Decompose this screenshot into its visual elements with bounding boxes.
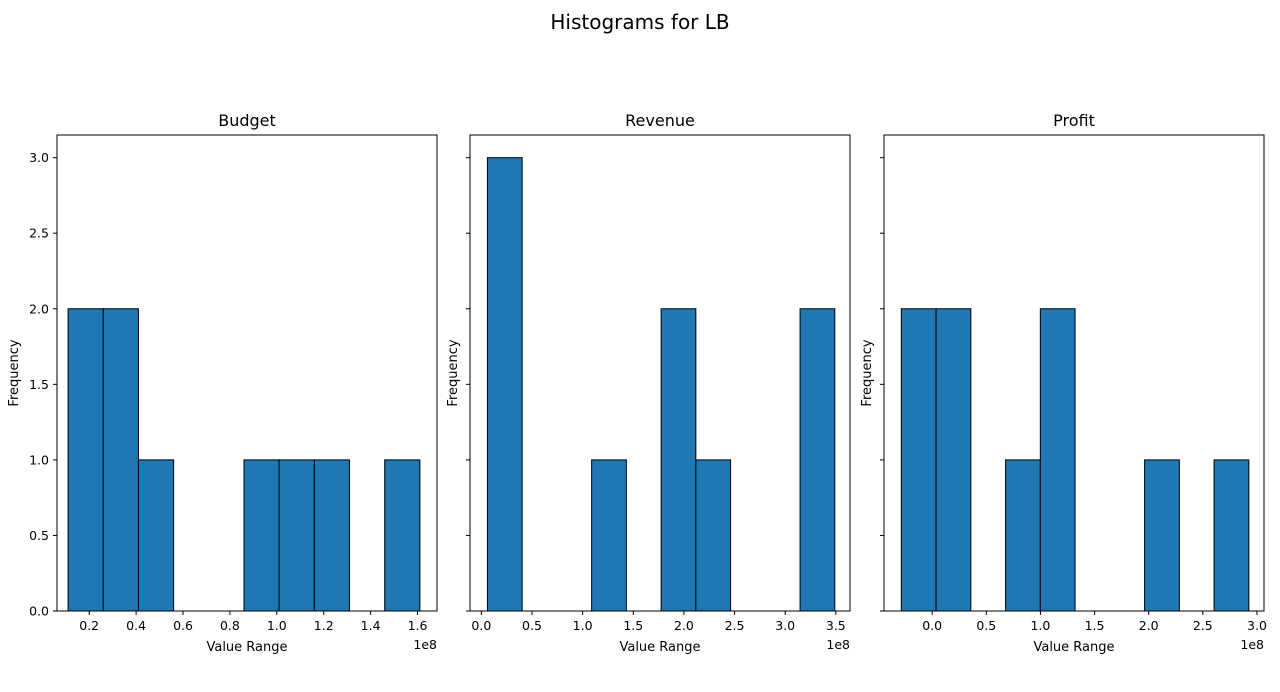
x-tick-label: 0.0 <box>471 618 491 633</box>
histogram-bar <box>799 308 836 612</box>
y-tick-label: 1.0 <box>29 452 49 467</box>
histogram-panel-3: 0.0 0.5 1.0 1.5 2.0 2.5 3.0 Profit Value Range Fr… <box>860 111 1267 655</box>
x-axis-label: Value Range <box>206 640 287 655</box>
histogram-bar <box>486 157 523 612</box>
x-tick-label: 0.0 <box>922 618 942 633</box>
axes-frame <box>883 134 1265 612</box>
histogram-bar <box>1039 308 1076 612</box>
x-tick-label: 1.4 <box>361 618 381 633</box>
x-axis-label: Value Range <box>619 640 700 655</box>
axes-frame <box>469 134 851 612</box>
x-tick-label: 1.2 <box>314 618 334 633</box>
x-offset-label: 1e8 <box>1240 637 1264 652</box>
histogram-bar <box>900 308 937 612</box>
x-tick-label: 1.0 <box>267 618 287 633</box>
x-tick-label: 1.0 <box>1030 618 1050 633</box>
panel-title: Profit <box>1053 111 1095 130</box>
x-tick-label: 0.8 <box>220 618 240 633</box>
panel-title: Budget <box>218 111 276 130</box>
x-tick-label: 1.5 <box>623 618 643 633</box>
y-tick-label: 0.5 <box>29 528 49 543</box>
x-tick-label: 2.5 <box>1193 618 1213 633</box>
x-tick-label: 0.5 <box>976 618 996 633</box>
y-tick-label: 2.5 <box>29 226 49 241</box>
histogram-panel-1: 0.2 0.4 0.6 0.8 1.0 1.2 1.4 1.6 0.0 0.5 1.0 1.5 2.0 2… <box>7 111 438 655</box>
histogram-bar <box>313 459 351 612</box>
x-tick-label: 2.5 <box>725 618 745 633</box>
x-tick-label: 0.5 <box>522 618 542 633</box>
x-tick-label: 2.0 <box>674 618 694 633</box>
histogram-bar <box>1213 459 1250 612</box>
x-tick-label: 1.0 <box>573 618 593 633</box>
y-tick-label: 3.0 <box>29 150 49 165</box>
x-offset-label: 1e8 <box>826 637 850 652</box>
x-tick-label: 1.6 <box>408 618 428 633</box>
y-axis-label: Frequency <box>7 339 22 406</box>
x-tick-label: 3.5 <box>826 618 846 633</box>
histogram-bar <box>384 459 421 612</box>
histogram-bar <box>243 459 280 612</box>
histogram-panel-2: 0.0 0.5 1.0 1.5 2.0 2.5 3.0 3.5 Revenue Value Ran… <box>446 111 851 655</box>
histogram-bar <box>660 308 697 612</box>
x-tick-label: 0.4 <box>126 618 146 633</box>
histogram-panels: 0.2 0.4 0.6 0.8 1.0 1.2 1.4 1.6 0.0 0.5 1.0 1.5 2.0 2… <box>7 111 1267 655</box>
histogram-bar <box>591 459 627 612</box>
histogram-bar <box>1005 459 1041 612</box>
x-tick-label: 3.0 <box>775 618 795 633</box>
x-tick-label: 2.0 <box>1139 618 1159 633</box>
histogram-bar <box>67 308 104 612</box>
x-tick-label: 0.2 <box>79 618 99 633</box>
x-tick-label: 0.6 <box>173 618 193 633</box>
y-axis-label: Frequency <box>446 339 461 406</box>
histogram-bar <box>137 459 175 612</box>
axes-frame <box>56 134 438 612</box>
y-tick-label: 0.0 <box>29 604 49 619</box>
y-tick-label: 1.5 <box>29 377 49 392</box>
y-tick-label: 2.0 <box>29 301 49 316</box>
x-tick-label: 3.0 <box>1247 618 1267 633</box>
histogram-bar <box>695 459 732 612</box>
histogram-bar <box>102 308 139 612</box>
x-offset-label: 1e8 <box>413 637 437 652</box>
x-axis-label: Value Range <box>1033 640 1114 655</box>
y-axis-label: Frequency <box>860 339 875 406</box>
x-tick-label: 1.5 <box>1085 618 1105 633</box>
panel-title: Revenue <box>625 111 695 130</box>
histogram-bar <box>278 459 315 612</box>
figure-suptitle: Histograms for LB <box>550 10 729 34</box>
histogram-bar <box>935 308 972 612</box>
histogram-bar <box>1144 459 1180 612</box>
